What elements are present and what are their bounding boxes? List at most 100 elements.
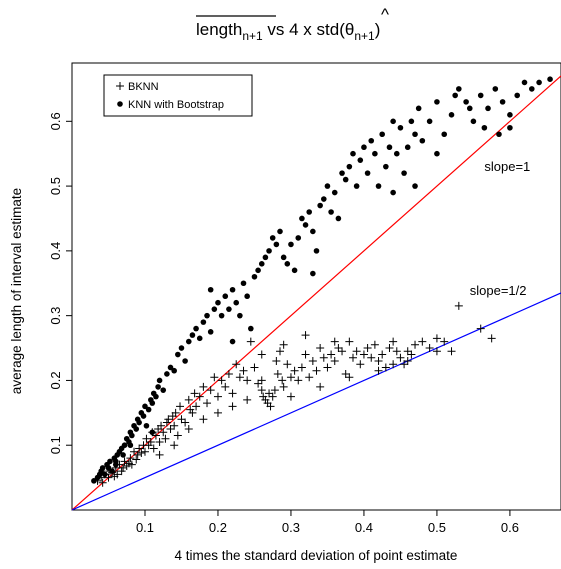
data-point-knn-bootstrap [277,228,283,235]
data-point-bknn [224,369,233,378]
data-point-bknn [228,402,237,411]
data-point-bknn [142,434,151,443]
series-bknn [93,301,496,487]
data-point-knn-bootstrap [547,76,553,82]
data-point-bknn [330,357,339,365]
data-point-bknn [243,395,252,404]
data-point-bknn [370,340,379,349]
data-point-knn-bootstrap [218,312,225,319]
y-axis: 0.1 0.2 0.3 0.4 0.5 0.6 [48,112,72,454]
data-point-knn-bootstrap [244,293,250,300]
data-point-knn-bootstrap [386,144,393,151]
data-point-knn-bootstrap [175,351,181,358]
data-point-knn-bootstrap [335,215,342,222]
reference-line-slope-1 [71,75,561,511]
data-point-bknn [352,347,361,356]
data-point-knn-bootstrap [328,209,334,215]
data-point-bknn [190,389,199,398]
data-point-bknn [192,402,201,411]
data-point-bknn [447,347,456,356]
data-point-bknn [250,363,259,372]
data-point-knn-bootstrap [167,364,174,371]
data-point-bknn [206,386,215,395]
data-point-bknn [400,360,409,369]
data-point-knn-bootstrap [350,150,356,157]
data-point-knn-bootstrap [291,267,298,274]
legend-box [103,74,253,117]
data-point-bknn [239,366,248,375]
data-point-bknn [149,444,158,453]
data-point-knn-bootstrap [401,170,407,176]
data-point-knn-bootstrap [477,92,484,99]
data-point-bknn [213,392,222,401]
data-point-bknn [294,376,303,385]
data-point-knn-bootstrap [361,144,367,151]
data-point-knn-bootstrap [112,458,119,465]
x-tick-label: 0.1 [136,520,154,535]
y-tick-label: 0.3 [48,307,63,325]
data-point-knn-bootstrap [215,299,221,306]
data-point-bknn [407,350,416,359]
data-point-knn-bootstrap [375,183,382,189]
data-point-bknn [297,363,306,372]
data-point-knn-bootstrap [339,170,345,176]
data-point-bknn [341,369,350,378]
data-point-bknn [389,337,398,346]
data-point-knn-bootstrap [155,384,161,390]
data-point-bknn [476,324,485,333]
x-tick-label: 0.5 [428,520,446,535]
data-point-bknn [367,353,376,362]
data-point-knn-bootstrap [393,150,400,157]
x-axis-title: 4 times the standard deviation of point … [175,548,458,563]
data-point-bknn [177,415,186,424]
title-overline-main: length [196,20,242,39]
data-point-bknn [273,369,282,378]
data-point-bknn [440,337,449,346]
data-point-bknn [374,366,383,375]
data-point-bknn [126,454,135,463]
x-tick-label: 0.2 [209,520,227,535]
data-point-knn-bootstrap [182,358,188,364]
data-point-knn-bootstrap [164,371,170,377]
data-point-knn-bootstrap [105,465,112,471]
data-point-bknn [268,392,277,401]
data-point-knn-bootstrap [109,468,115,474]
data-point-knn-bootstrap [295,235,302,241]
data-point-bknn [345,373,354,382]
data-point-knn-bootstrap [240,280,247,287]
chart-title: lengthn+1 vs 4 x std(θn+1) ^ [196,5,389,43]
data-point-bknn [159,428,168,437]
title-theta-sub: n+1 [354,29,375,43]
data-point-bknn [170,441,179,450]
data-point-bknn [117,467,126,476]
data-point-knn-bootstrap [412,183,418,189]
x-tick-label: 0.4 [355,520,373,535]
data-point-bknn [132,455,141,464]
annotation-slope-half: slope=1/2 [470,283,527,298]
data-point-bknn [323,363,332,372]
data-point-bknn [363,344,372,353]
data-point-bknn [133,450,142,459]
data-point-bknn [272,357,281,365]
data-point-bknn [403,357,412,365]
data-point-knn-bootstrap [441,131,448,138]
data-point-knn-bootstrap [357,157,364,163]
data-point-knn-bootstrap [346,163,353,170]
data-point-bknn [345,337,354,346]
data-point-knn-bootstrap [514,92,521,99]
data-point-knn-bootstrap [499,99,506,105]
data-point-knn-bootstrap [426,118,433,125]
data-point-knn-bootstrap [306,209,313,215]
data-point-knn-bootstrap [229,338,236,345]
data-point-bknn [157,421,166,430]
data-point-knn-bootstrap [492,86,499,92]
data-point-knn-bootstrap [470,118,477,125]
data-point-knn-bootstrap [237,312,243,319]
data-point-bknn [290,366,299,375]
data-point-knn-bootstrap [317,202,323,209]
data-point-knn-bootstrap [120,452,126,458]
data-point-bknn [381,363,390,372]
data-point-bknn [286,373,295,382]
data-point-bknn [120,457,129,466]
